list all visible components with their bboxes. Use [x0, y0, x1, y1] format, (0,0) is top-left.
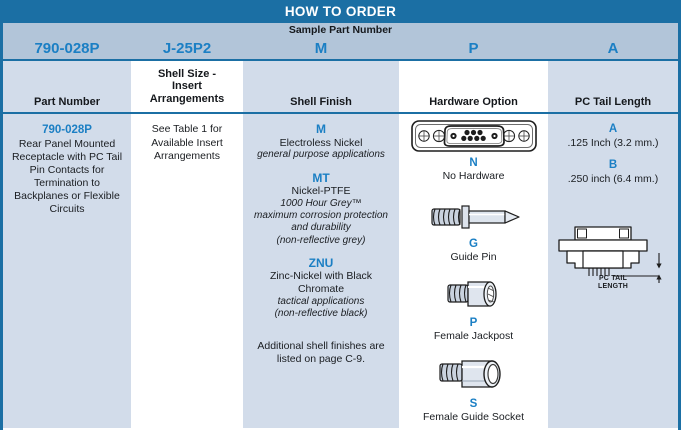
sample-code-part-number: 790-028P	[34, 39, 100, 57]
shell-finish-note: (non-reflective grey)	[276, 234, 366, 246]
sample-code-shell-size: J-25P2	[162, 39, 212, 57]
pc-tail-length-value: .125 Inch (3.2 mm.)	[567, 136, 659, 149]
hardware-option-label: No Hardware	[442, 170, 505, 183]
pc-tail-length-value: .250 inch (6.4 mm.)	[567, 172, 659, 185]
sample-code-hardware-option: P	[468, 39, 479, 57]
column-header-shell-finish: Shell Finish	[243, 61, 399, 112]
hardware-option-code: P	[469, 316, 478, 329]
sample-part-number-band: Sample Part Number 790-028P J-25P2 M P A	[3, 23, 678, 61]
female-jackpost-icon	[428, 276, 520, 316]
pc-tail-label-line1: PC TAIL	[598, 275, 628, 283]
hardware-option-code: G	[469, 237, 478, 250]
female-guide-socket-icon	[422, 353, 526, 397]
cell-pc-tail-length: A .125 Inch (3.2 mm.) B .250 inch (6.4 m…	[548, 114, 678, 428]
hardware-option-item: S Female Guide Socket	[422, 353, 526, 424]
column-header-shell-size-line1: Shell Size -	[157, 68, 217, 81]
pc-tail-label-line2: LENGTH	[598, 283, 628, 291]
shell-finish-note: maximum corrosion protection and durabil…	[254, 210, 388, 234]
shell-finish-code: M	[316, 122, 326, 136]
shell-finish-note: tactical applications	[277, 296, 365, 307]
pc-tail-length-code: A	[608, 123, 618, 135]
guide-pin-icon	[418, 197, 530, 237]
pc-tail-length-option: A .125 Inch (3.2 mm.)	[552, 122, 674, 150]
cell-hardware-option: N No Hardware	[399, 114, 548, 428]
hardware-option-label: Guide Pin	[450, 251, 497, 264]
column-header-hardware-option: Hardware Option	[399, 61, 548, 112]
column-header-shell-size-line2: Insert	[172, 80, 202, 93]
sample-part-number-caption: Sample Part Number	[288, 24, 393, 36]
dsub-connector-icon	[410, 118, 538, 156]
cell-shell-finish: M Electroless Nickel general purpose app…	[243, 114, 399, 428]
hardware-option-item: P Female Jackpost	[428, 276, 520, 343]
hardware-option-label: Female Guide Socket	[423, 411, 524, 424]
shell-finish-option: M Electroless Nickel general purpose app…	[247, 122, 395, 162]
sample-code-shell-finish: M	[314, 39, 328, 57]
sample-part-number-codes: 790-028P J-25P2 M P A	[3, 37, 678, 59]
cell-part-number: 790-028P Rear Panel Mounted Receptacle w…	[3, 114, 131, 428]
shell-finish-code: ZNU	[308, 255, 334, 270]
part-number-code: 790-028P	[42, 124, 92, 136]
shell-finish-option: ZNU Zinc-Nickel with Black Chromate tact…	[247, 256, 395, 321]
shell-finish-note: general purpose applications	[257, 149, 385, 161]
column-header-row: Part Number Shell Size - Insert Arrangem…	[3, 61, 678, 114]
hardware-option-item: N No Hardware	[410, 118, 538, 183]
sample-code-pc-tail-length: A	[607, 39, 619, 57]
column-header-shell-size: Shell Size - Insert Arrangements	[131, 61, 243, 112]
page-title: HOW TO ORDER	[284, 4, 397, 19]
shell-finish-option: MT Nickel-PTFE 1000 Hour Grey™ maximum c…	[247, 171, 395, 247]
shell-finish-code: MT	[312, 170, 330, 185]
column-header-shell-size-line3: Arrangements	[149, 92, 225, 105]
hardware-option-item: G Guide Pin	[418, 197, 530, 264]
shell-size-note: See Table 1 for Available Insert Arrange…	[151, 123, 223, 163]
hardware-option-label: Female Jackpost	[433, 330, 514, 343]
shell-finish-name: Zinc-Nickel with Black Chromate	[269, 270, 373, 296]
column-header-part-number: Part Number	[3, 61, 131, 112]
shell-finish-footnote: Additional shell finishes are listed on …	[257, 340, 385, 366]
pc-tail-length-diagram-label: PC TAIL LENGTH	[552, 275, 674, 290]
cell-shell-size: See Table 1 for Available Insert Arrange…	[131, 114, 243, 428]
hardware-option-code: S	[469, 397, 478, 410]
pc-tail-length-code: B	[608, 158, 618, 171]
pc-tail-length-diagram	[552, 223, 674, 289]
column-header-pc-tail-length: PC Tail Length	[548, 61, 678, 112]
shell-finish-name: Electroless Nickel	[279, 136, 363, 149]
shell-finish-note: (non-reflective black)	[274, 308, 368, 320]
shell-finish-note: 1000 Hour Grey™	[280, 198, 362, 210]
connector-side-view-icon	[553, 223, 673, 289]
pc-tail-length-option: B .250 inch (6.4 mm.)	[552, 158, 674, 186]
shell-finish-name: Nickel-PTFE	[291, 185, 351, 198]
table-body-row: 790-028P Rear Panel Mounted Receptacle w…	[3, 114, 678, 428]
part-number-description: Rear Panel Mounted Receptacle with PC Ta…	[11, 138, 123, 216]
hardware-option-code: N	[469, 157, 478, 169]
table-title-bar: HOW TO ORDER	[3, 0, 678, 23]
